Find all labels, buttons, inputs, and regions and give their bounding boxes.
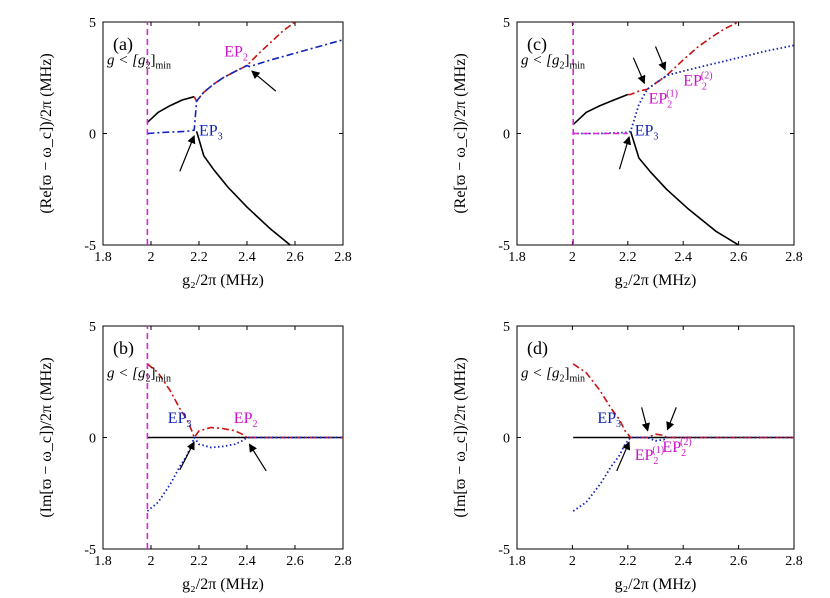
x-tick-label: 2.6 [730, 250, 748, 265]
y-tick-label: 0 [503, 128, 510, 143]
ep-label: EP2(1) [649, 88, 678, 110]
panel-a: 1.8 2 2.2 2.4 2.6 2.8 5 0 -5 (a)g < [g2]min EP2 EP3… [38, 16, 352, 289]
x-tick-label: 2.8 [785, 554, 803, 569]
x-tick-label: 2.8 [785, 250, 803, 265]
x-tick-label: 2.6 [286, 554, 304, 569]
y-tick-label: -5 [84, 543, 96, 558]
panel-b: 1.8 2 2.2 2.4 2.6 2.8 5 0 -5 (b) g < [g2]min EP3 EP2… [38, 320, 352, 593]
annotation-arrow [618, 136, 632, 170]
ep-label: EP3 [597, 410, 621, 430]
panel-label: (d) [527, 338, 548, 359]
series-line-red-dashdot [193, 22, 296, 102]
annotation-arrow [251, 70, 277, 92]
ep-label: EP2(2) [683, 71, 712, 93]
annotation-arrow [632, 57, 646, 85]
panel-label: (a) [113, 34, 133, 55]
annotation-arrow [616, 441, 631, 472]
y-tick-label: 5 [503, 320, 510, 335]
y-tick-label: 5 [503, 16, 510, 31]
series-line-blue-dashdot [147, 39, 343, 135]
annotation-arrow [179, 441, 195, 471]
y-tick-label: -5 [84, 239, 96, 254]
y-axis-label: (Re[ϖ − ω_c])/2π (MHz) [452, 53, 469, 213]
panel-label: (b) [113, 338, 134, 359]
x-tick-label: 2 [148, 554, 155, 569]
y-tick-label: 5 [89, 16, 96, 31]
ep-label: EP2(2) [662, 437, 691, 459]
panel-label: (c) [527, 34, 547, 55]
series-line-blue-dotted [572, 436, 794, 512]
series-group [572, 363, 794, 512]
series-line-black-solid-lower [195, 131, 291, 245]
x-tick-label: 2.2 [619, 250, 637, 265]
series-line-red-dashdot [572, 363, 794, 439]
x-tick-label: 2.2 [190, 250, 208, 265]
annotation-arrow [666, 407, 677, 431]
ep-label: EP2 [234, 410, 258, 430]
x-axis-label: g₂/2π (MHz) [615, 272, 697, 289]
x-tick-label: 1.8 [94, 554, 112, 569]
y-tick-label: 0 [89, 432, 96, 447]
ep-label: EP2(1) [635, 445, 664, 467]
y-axis-label: (Im[ϖ − ω_c])/2π (MHz) [452, 357, 469, 517]
x-axis-label: g₂/2π (MHz) [182, 272, 264, 289]
series-group [146, 22, 343, 245]
x-tick-label: 1.8 [508, 250, 526, 265]
x-tick-label: 2.4 [674, 250, 692, 265]
series-group [572, 22, 794, 245]
annotation-arrow [641, 407, 650, 432]
x-axis-label: g₂/2π (MHz) [615, 576, 697, 593]
series-line-blue-dotted [146, 436, 343, 512]
ep-label: EP3 [168, 410, 192, 430]
x-tick-label: 2.6 [730, 554, 748, 569]
y-tick-label: 0 [89, 128, 96, 143]
series-line-blue-dotted [573, 44, 794, 135]
y-tick-label: 5 [89, 320, 96, 335]
panel-d: 1.8 2 2.2 2.4 2.6 2.8 5 0 -5 (d) g < [g2]min EP3 EP2… [452, 320, 803, 593]
condition-note: g < [g2]min [107, 365, 171, 384]
x-axis-label: g₂/2π (MHz) [182, 576, 264, 593]
y-tick-label: -5 [498, 543, 510, 558]
series-line-black-solid [572, 93, 629, 126]
x-tick-label: 2 [569, 250, 576, 265]
x-tick-label: 2.8 [334, 554, 352, 569]
y-tick-label: -5 [498, 239, 510, 254]
x-tick-label: 2 [569, 554, 576, 569]
x-tick-label: 2.4 [674, 554, 692, 569]
series-line-red-dashdot [627, 22, 739, 96]
y-tick-label: 0 [503, 432, 510, 447]
condition-note: g < [g2]min [521, 365, 585, 384]
ep-label: EP3 [635, 123, 659, 143]
condition-note: g < [g2]min [521, 52, 585, 71]
y-axis-label: (Re[ϖ − ω_c])/2π (MHz) [38, 53, 55, 213]
x-tick-label: 1.8 [508, 554, 526, 569]
x-tick-label: 2.2 [190, 554, 208, 569]
y-axis-label: (Im[ϖ − ω_c])/2π (MHz) [38, 357, 55, 517]
series-line-black-solid [146, 95, 195, 123]
condition-note: g < [g2]min [107, 52, 171, 71]
series-line-red-dashdot [146, 363, 343, 439]
series-group [146, 326, 343, 549]
panel-c: 1.8 2 2.2 2.4 2.6 2.8 5 0 -5 (c)g < [g2]min EP3 EP2… [452, 16, 803, 289]
x-tick-label: 2.4 [238, 554, 256, 569]
x-tick-label: 2.8 [334, 250, 352, 265]
x-tick-label: 2.6 [286, 250, 304, 265]
x-tick-label: 2.4 [238, 250, 256, 265]
annotation-arrow [654, 46, 667, 71]
series-line-black-solid-lower [629, 131, 740, 245]
annotation-arrow [248, 443, 267, 472]
ep-label: EP3 [199, 123, 223, 143]
x-tick-label: 2 [148, 250, 155, 265]
x-tick-label: 1.8 [94, 250, 112, 265]
annotation-arrow [179, 134, 196, 172]
x-tick-label: 2.2 [619, 554, 637, 569]
ep-label: EP2 [224, 44, 248, 64]
